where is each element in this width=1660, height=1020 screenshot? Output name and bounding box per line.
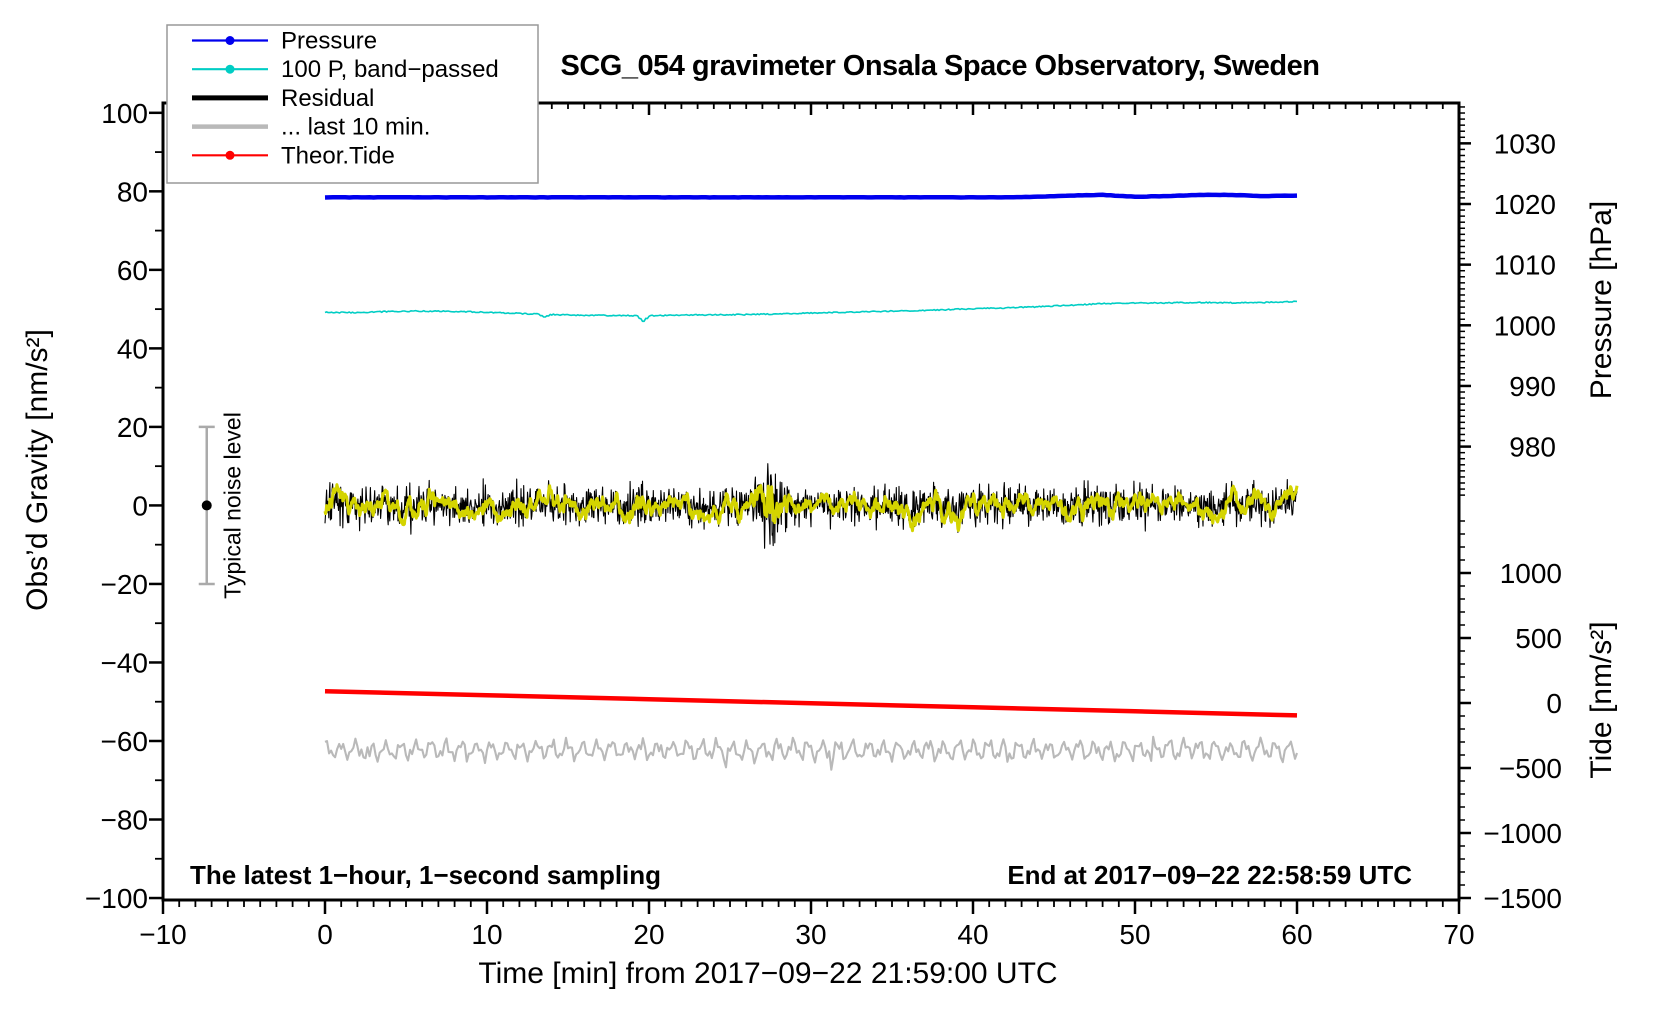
x-tick-label: 50 xyxy=(1119,919,1150,950)
gravity-tick-label: 0 xyxy=(132,490,148,521)
x-axis-label: Time [min] from 2017−09−22 21:59:00 UTC xyxy=(478,957,1058,990)
series-residual-smoothed xyxy=(323,483,1299,533)
series-residual-last10min xyxy=(324,735,1298,771)
pressure-tick-label: 1000 xyxy=(1494,310,1556,341)
pressure-tick-label: 1030 xyxy=(1494,128,1556,159)
tide-tick-label: −1000 xyxy=(1483,818,1562,849)
x-tick-label: 0 xyxy=(317,919,333,950)
noise-level-label: Typical noise level xyxy=(219,412,246,599)
annotation-sampling: The latest 1−hour, 1−second sampling xyxy=(190,860,662,890)
noise-bar-dot xyxy=(201,500,212,511)
gravity-tick-label: 40 xyxy=(117,333,148,364)
tide-tick-label: 500 xyxy=(1515,623,1562,654)
legend-label: 100 P, band−passed xyxy=(281,56,499,83)
annotation-end-time: End at 2017−09−22 22:58:59 UTC xyxy=(1007,860,1412,890)
gravity-tick-label: 80 xyxy=(117,176,148,207)
y-axis-label-gravity: Obs’d Gravity [nm/s²] xyxy=(21,329,54,611)
x-tick-label: 60 xyxy=(1281,919,1312,950)
legend-sample-dot xyxy=(225,36,235,45)
x-tick-label: 10 xyxy=(471,919,502,950)
tide-tick-label: −500 xyxy=(1499,753,1562,784)
gravity-tick-label: −20 xyxy=(101,569,149,600)
series-theor-tide xyxy=(324,689,1298,718)
gravity-tick-label: 60 xyxy=(117,255,148,286)
x-tick-label: 20 xyxy=(633,919,664,950)
series-pressure xyxy=(324,192,1298,200)
x-tick-label: 30 xyxy=(795,919,826,950)
pressure-tick-label: 1010 xyxy=(1494,250,1556,281)
tide-tick-label: −1500 xyxy=(1483,883,1562,914)
pressure-tick-label: 1020 xyxy=(1494,189,1556,220)
series-band-passed xyxy=(324,300,1298,323)
chart-title: SCG_054 gravimeter Onsala Space Observat… xyxy=(560,50,1320,82)
x-tick-label: −10 xyxy=(139,919,187,950)
x-tick-label: 40 xyxy=(957,919,988,950)
legend-sample-dot xyxy=(225,150,235,160)
x-tick-label: 70 xyxy=(1443,919,1474,950)
gravity-tick-label: −40 xyxy=(101,647,149,678)
gravity-tick-label: −80 xyxy=(101,805,149,836)
pressure-tick-label: 980 xyxy=(1509,432,1556,463)
legend-label: Pressure xyxy=(281,28,377,55)
legend-label: ... last 10 min. xyxy=(281,114,430,141)
y-axis-label-tide: Tide [nm/s²] xyxy=(1585,621,1618,779)
gravity-tick-label: 20 xyxy=(117,412,148,443)
gravity-tick-label: −60 xyxy=(101,726,149,757)
tide-tick-label: 0 xyxy=(1546,688,1562,719)
gravity-tick-label: −100 xyxy=(85,883,148,914)
legend-label: Residual xyxy=(281,85,374,112)
gravity-tick-label: 100 xyxy=(101,98,148,129)
legend-sample-dot xyxy=(225,64,235,74)
legend-label: Theor.Tide xyxy=(281,142,395,169)
pressure-tick-label: 990 xyxy=(1509,371,1556,402)
tide-tick-label: 1000 xyxy=(1500,558,1562,589)
